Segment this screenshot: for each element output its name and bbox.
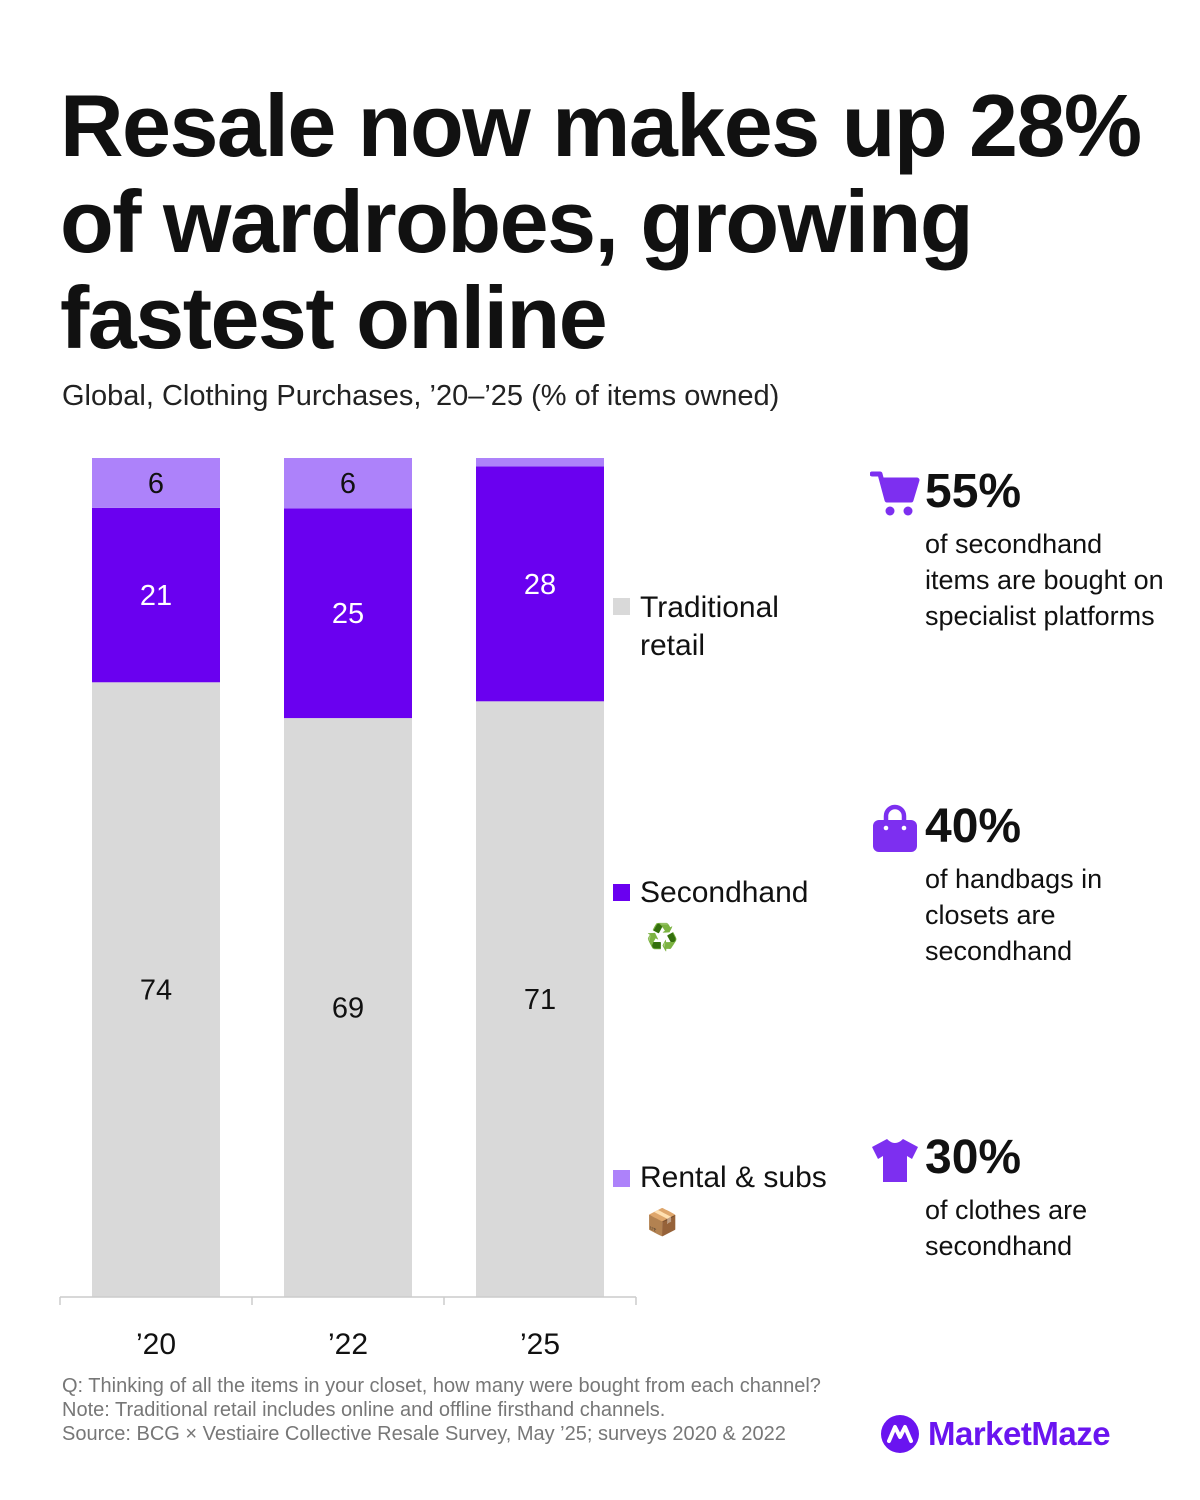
handbag-icon [873,804,917,852]
t-shirt-icon [872,1139,918,1182]
data-label: 21 [140,580,172,612]
data-label: 25 [332,598,364,630]
marketmaze-logo-icon [881,1415,919,1453]
legend-swatch-secondhand [613,884,630,901]
x-tick-label: ’25 [520,1328,560,1361]
stat-value: 30% [925,1131,1022,1184]
data-label: 69 [332,993,364,1025]
footnote-source: Source: BCG × Vestiaire Collective Resal… [62,1423,786,1445]
chart-subtitle: Global, Clothing Purchases, ’20–’25 (% o… [62,380,780,412]
data-label: 74 [140,975,172,1007]
legend-swatch-rental [613,1170,630,1187]
data-label: 6 [340,468,356,500]
legend-swatch-traditional [613,598,630,615]
stat-description: of handbags in closets are secondhand [925,864,1103,966]
brand-name: MarketMaze [928,1415,1111,1452]
footnotes: Q: Thinking of all the items in your clo… [62,1374,942,1446]
legend-label-secondhand: Secondhand [640,876,809,909]
data-label: 28 [524,569,556,601]
x-tick-label: ’22 [328,1328,368,1361]
stacked-bar-chart: 74 21 6 ’20 69 25 6 ’22 71 28 ’25 [59,458,637,1361]
bar-segment-secondhand [284,508,412,719]
stat-value: 40% [925,800,1022,853]
stat-value: 55% [925,465,1022,518]
data-label: 6 [148,468,164,500]
data-label: 71 [524,984,556,1016]
stat-description: of secondhand items are bought on specia… [925,529,1164,631]
bar-segment-secondhand [92,507,220,683]
package-icon: 📦 [646,1207,679,1237]
page-title: Resale now makes up 28% of wardrobes, gr… [60,76,1142,367]
shopping-cart-icon [870,471,920,516]
bar-segment-rental [284,458,412,509]
footnote-question: Q: Thinking of all the items in your clo… [62,1375,821,1397]
legend-label-rental: Rental & subs [640,1161,827,1194]
bar-segment-secondhand [476,466,604,702]
recycle-icon: ♻️ [646,922,679,952]
bar-segment-traditional [92,682,220,1297]
footnote-note: Note: Traditional retail includes online… [62,1399,666,1421]
bar-segment-traditional [284,718,412,1297]
x-tick-label: ’20 [136,1328,176,1361]
legend-label-traditional: Traditional retail [640,591,779,662]
bar-segment-rental [92,458,220,508]
bar-segment-rental [476,458,604,467]
bar-segment-traditional [476,701,604,1297]
stat-description: of clothes are secondhand [925,1195,1088,1261]
